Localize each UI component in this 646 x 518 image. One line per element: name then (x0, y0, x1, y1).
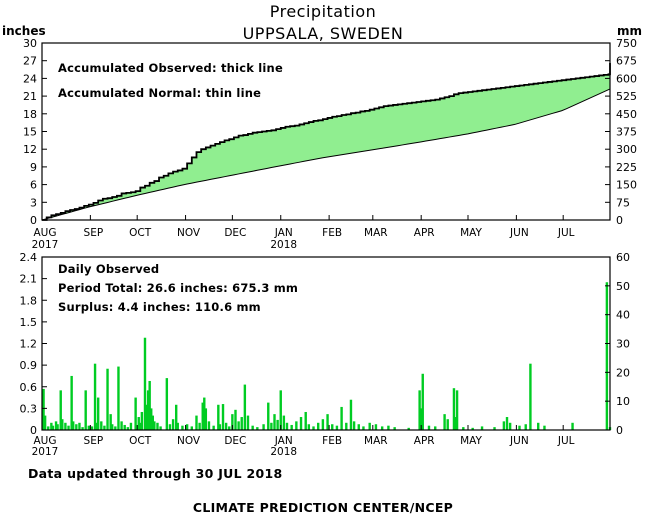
svg-text:2018: 2018 (270, 239, 297, 251)
accumulated-precipitation-chart: 0 3 6 9 12 15 18 21 24 27 30 0 75 150 225 300 375 450 525 6… (0, 36, 646, 252)
svg-text:2017: 2017 (32, 239, 59, 251)
daily-observed-chart: 0 0.3 0.6 0.9 1.2 1.5 1.8 2.1 2.4 0 10 20 30 40 50 60 AU… (0, 250, 646, 455)
svg-text:AUG: AUG (33, 435, 56, 447)
svg-text:12: 12 (23, 143, 37, 156)
period-total-text: Period Total: 26.6 inches: 675.3 mm (58, 281, 299, 295)
page-title: Precipitation (269, 2, 377, 21)
surplus-text: Surplus: 4.4 inches: 110.6 mm (58, 300, 261, 314)
daily-chart-svg: 0 0.3 0.6 0.9 1.2 1.5 1.8 2.1 2.4 0 10 20 30 40 50 60 AU… (20, 251, 631, 455)
svg-text:225: 225 (616, 161, 637, 174)
svg-text:2018: 2018 (270, 446, 297, 455)
svg-text:JUL: JUL (557, 435, 575, 447)
svg-text:525: 525 (616, 90, 637, 103)
svg-text:JUN: JUN (509, 435, 529, 447)
svg-text:FEB: FEB (322, 227, 342, 239)
svg-text:1.8: 1.8 (20, 294, 38, 307)
svg-text:21: 21 (23, 90, 37, 103)
page-subtitle: UPPSALA, SWEDEN (242, 24, 404, 43)
svg-text:50: 50 (616, 280, 630, 293)
svg-text:2.1: 2.1 (20, 273, 38, 286)
svg-text:150: 150 (616, 179, 637, 192)
svg-text:NOV: NOV (177, 435, 201, 447)
svg-text:20: 20 (616, 366, 630, 379)
daily-observed-heading: Daily Observed (58, 262, 160, 276)
svg-text:30: 30 (616, 338, 630, 351)
accumulated-chart-svg: 0369121518212427300751502253003754505256… (23, 37, 637, 251)
svg-text:375: 375 (616, 126, 637, 139)
svg-text:MAR: MAR (364, 435, 388, 447)
svg-text:FEB: FEB (322, 435, 342, 447)
svg-text:600: 600 (616, 72, 637, 85)
svg-text:15: 15 (23, 126, 37, 139)
svg-text:DEC: DEC (224, 435, 246, 447)
legend-accumulated-normal: Accumulated Normal: thin line (58, 86, 262, 100)
svg-text:MAR: MAR (364, 227, 388, 239)
svg-text:0.3: 0.3 (20, 402, 38, 415)
svg-text:1.2: 1.2 (20, 338, 38, 351)
svg-text:450: 450 (616, 108, 637, 121)
svg-text:APR: APR (414, 227, 435, 239)
svg-text:2.4: 2.4 (20, 251, 38, 264)
data-updated-text: Data updated through 30 JUL 2018 (28, 466, 283, 481)
svg-text:APR: APR (414, 435, 435, 447)
svg-text:40: 40 (616, 309, 630, 322)
svg-text:30: 30 (23, 37, 37, 50)
top-left-unit-label: inches (2, 24, 46, 38)
svg-text:750: 750 (616, 37, 637, 50)
svg-text:0: 0 (30, 424, 37, 437)
svg-text:9: 9 (30, 161, 37, 174)
svg-text:75: 75 (616, 196, 630, 209)
svg-text:10: 10 (616, 395, 630, 408)
svg-text:JAN: JAN (274, 435, 293, 447)
svg-text:OCT: OCT (129, 227, 152, 239)
svg-text:18: 18 (23, 108, 37, 121)
svg-text:0: 0 (616, 424, 623, 437)
svg-text:0.9: 0.9 (20, 359, 38, 372)
svg-text:0.6: 0.6 (20, 381, 38, 394)
svg-text:60: 60 (616, 251, 630, 264)
svg-text:675: 675 (616, 55, 637, 68)
svg-text:24: 24 (23, 72, 37, 85)
svg-text:MAY: MAY (460, 227, 482, 239)
svg-text:NOV: NOV (177, 227, 201, 239)
svg-text:DEC: DEC (224, 227, 246, 239)
svg-text:SEP: SEP (84, 227, 104, 239)
svg-text:27: 27 (23, 55, 37, 68)
svg-text:1.5: 1.5 (20, 316, 38, 329)
svg-text:JUN: JUN (509, 227, 529, 239)
svg-text:MAY: MAY (460, 435, 482, 447)
svg-text:OCT: OCT (129, 435, 152, 447)
svg-text:JAN: JAN (274, 227, 293, 239)
svg-text:300: 300 (616, 143, 637, 156)
svg-text:0: 0 (616, 214, 623, 227)
legend-accumulated-observed: Accumulated Observed: thick line (58, 61, 283, 75)
svg-text:6: 6 (30, 179, 37, 192)
svg-text:SEP: SEP (84, 435, 104, 447)
svg-text:2017: 2017 (32, 446, 59, 455)
svg-text:3: 3 (30, 196, 37, 209)
credit-text: CLIMATE PREDICTION CENTER/NCEP (192, 500, 454, 515)
svg-text:AUG: AUG (33, 227, 56, 239)
svg-text:0: 0 (30, 214, 37, 227)
svg-text:JUL: JUL (557, 227, 575, 239)
top-right-unit-label: mm (616, 24, 642, 38)
